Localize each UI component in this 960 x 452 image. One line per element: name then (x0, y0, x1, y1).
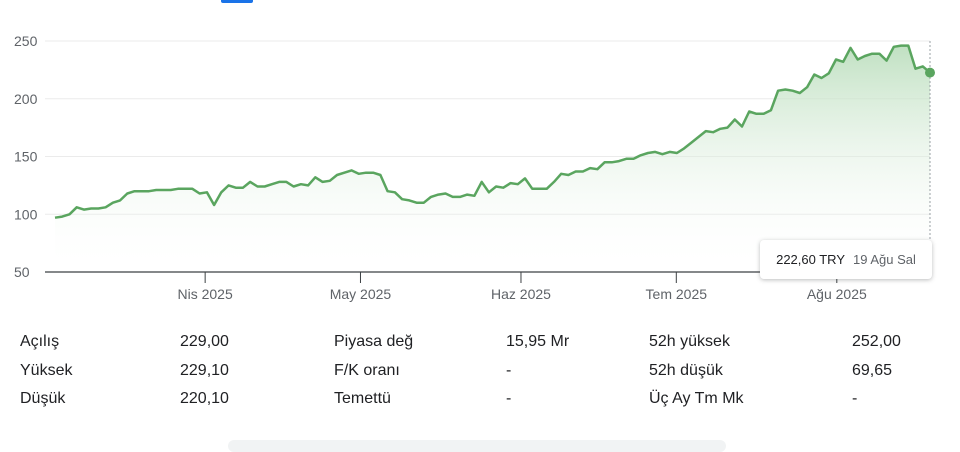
more-info-pill[interactable] (228, 440, 726, 452)
y-tick-label: 150 (14, 149, 38, 165)
stats-row: Açılış 229,00 Piyasa değ 15,95 Mr 52h yü… (20, 333, 940, 362)
stat-value-52w-low: 69,65 (852, 361, 893, 379)
x-tick-label: Tem 2025 (646, 286, 708, 302)
stat-label-52w-low: 52h düşük (649, 361, 723, 379)
stock-stats-table: Açılış 229,00 Piyasa değ 15,95 Mr 52h yü… (20, 333, 940, 419)
x-tick-label: Nis 2025 (178, 286, 233, 302)
stat-value-quarterly-div: - (852, 390, 858, 407)
stat-label-pe-ratio: F/K oranı (334, 361, 400, 379)
y-tick-label: 50 (14, 264, 30, 280)
stat-label-dividend: Temettü (334, 390, 391, 407)
x-tick-label: Ağu 2025 (807, 286, 867, 302)
price-area (55, 45, 930, 272)
x-tick-label: May 2025 (330, 286, 392, 302)
price-chart[interactable]: 250 200 150 100 50 Nis 2025 May 2025 Haz 2025 T… (0, 0, 960, 320)
x-tick-label: Haz 2025 (491, 286, 551, 302)
stat-value-52w-high: 252,00 (852, 333, 901, 350)
stat-value-open: 229,00 (180, 333, 229, 350)
tooltip-price: 222,60 TRY (776, 252, 845, 267)
stat-label-52w-high: 52h yüksek (649, 333, 730, 350)
stat-label-market-cap: Piyasa değ (334, 333, 414, 350)
stat-label-open: Açılış (20, 333, 60, 350)
stat-value-high: 229,10 (180, 361, 229, 379)
stat-value-low: 220,10 (180, 390, 229, 407)
y-tick-label: 100 (14, 206, 38, 222)
stat-label-quarterly-div: Üç Ay Tm Mk (649, 390, 744, 407)
stats-row: Düşük 220,10 Temettü - Üç Ay Tm Mk - (20, 390, 940, 419)
y-tick-label: 200 (14, 91, 38, 107)
stat-value-market-cap: 15,95 Mr (506, 333, 570, 350)
stat-value-dividend: - (506, 390, 512, 407)
stat-label-low: Düşük (20, 390, 66, 407)
stat-label-high: Yüksek (20, 361, 73, 379)
price-line (54, 44, 931, 219)
current-price-dot (925, 67, 935, 78)
selected-tab-indicator (221, 0, 253, 3)
stat-value-pe-ratio: - (506, 361, 512, 379)
stats-row: Yüksek 229,10 F/K oranı - 52h düşük 69,6… (20, 362, 940, 391)
tooltip-date: 19 Ağu Sal (853, 252, 916, 267)
y-tick-label: 250 (14, 33, 38, 49)
price-tooltip: 222,60 TRY 19 Ağu Sal (760, 240, 932, 279)
